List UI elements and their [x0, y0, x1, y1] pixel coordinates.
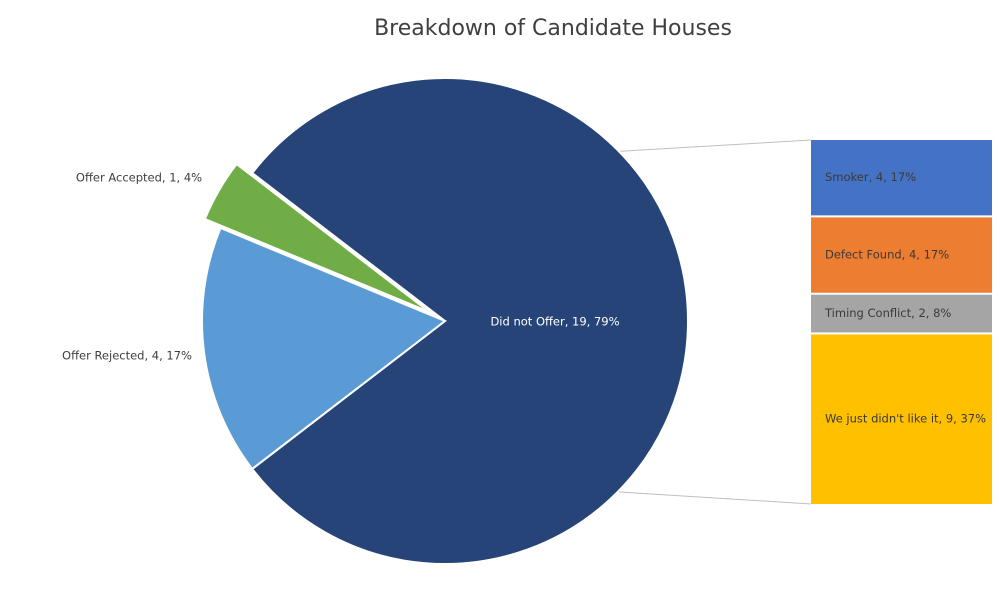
bar-segment-smoker — [811, 140, 992, 216]
breakdown-bar — [811, 140, 992, 504]
data-label-offer-accepted: Offer Accepted, 1, 4% — [76, 171, 202, 185]
data-label-did-not-offer: Did not Offer, 19, 79% — [490, 315, 619, 329]
pie-slice-offer-rejected — [201, 226, 447, 471]
pie-slice-did-not-offer — [250, 77, 689, 565]
data-label-we-just-didn-t-like-it: We just didn't like it, 9, 37% — [825, 412, 986, 426]
bar-segment-timing-conflict — [811, 294, 992, 333]
bar-segment-defect-found — [811, 217, 992, 293]
data-label-defect-found: Defect Found, 4, 17% — [825, 248, 949, 262]
data-label-timing-conflict: Timing Conflict, 2, 8% — [824, 306, 951, 320]
pie-slice-offer-accepted — [203, 162, 431, 313]
pie — [201, 77, 689, 565]
chart-title: Breakdown of Candidate Houses — [374, 16, 732, 41]
data-label-offer-rejected: Offer Rejected, 4, 17% — [62, 349, 192, 363]
bar-segment-we-just-didn-t-like-it — [811, 334, 992, 504]
data-label-smoker: Smoker, 4, 17% — [825, 170, 916, 184]
data-labels: Did not Offer, 19, 79% Offer Rejected, 4,… — [62, 170, 986, 426]
